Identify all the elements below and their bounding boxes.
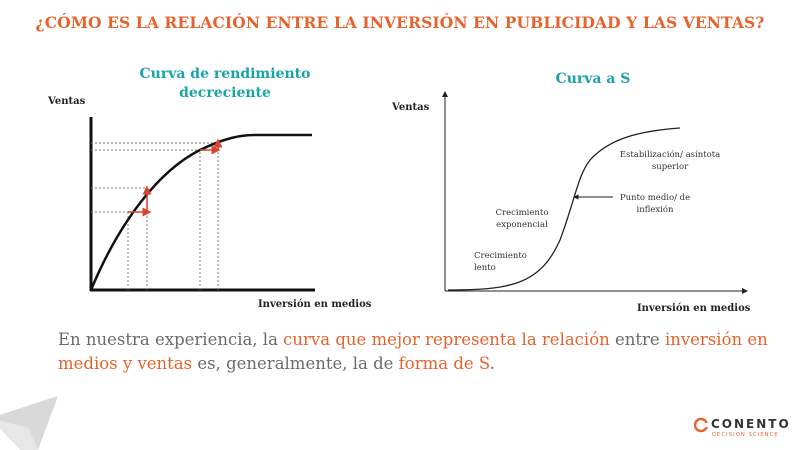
s-curve-chart: Curva a S Ventas Inversión en medios Est… xyxy=(391,71,751,314)
logo-tagline: DECISION SCIENCE xyxy=(712,432,779,438)
annot-exponential-2: exponencial xyxy=(496,220,548,230)
annot-slow-2: lento xyxy=(474,263,496,273)
body-highlight-2: inversión en medios y ventas xyxy=(58,330,768,373)
logo-ring-icon xyxy=(693,417,709,433)
body-text-1: En nuestra experiencia, la xyxy=(58,330,284,349)
left-x-axis-label: Inversión en medios xyxy=(258,299,372,310)
body-text-2: entre xyxy=(609,330,665,349)
watermark-arrow-icon xyxy=(0,396,58,450)
annot-exponential-1: Crecimiento xyxy=(496,208,549,218)
slide-title: ¿CÓMO ES LA RELACIÓN ENTRE LA INVERSIÓN … xyxy=(35,13,765,32)
annot-midpoint-1: Punto medio/ de xyxy=(620,193,690,203)
diminishing-returns-chart: Curva de rendimiento decreciente Ventas … xyxy=(47,66,372,310)
annot-stabilization-2: superior xyxy=(652,162,689,172)
annot-stabilization-1: Estabilización/ asíntota xyxy=(620,149,720,160)
conento-logo: CONENTO DECISION SCIENCE xyxy=(693,416,793,446)
body-highlight-3: forma de S xyxy=(398,354,490,373)
diminishing-returns-curve xyxy=(89,133,312,291)
right-chart-title: Curva a S xyxy=(556,71,631,87)
left-y-axis-label: Ventas xyxy=(47,96,86,107)
body-text-4: . xyxy=(489,354,495,373)
annot-slow-1: Crecimiento xyxy=(474,251,527,261)
left-guide-lines xyxy=(91,142,219,290)
conclusion-paragraph: En nuestra experiencia, la curva que mej… xyxy=(58,328,768,376)
increment-arrows xyxy=(128,138,223,217)
left-chart-title-line2: decreciente xyxy=(179,85,271,101)
body-text-3: es, generalmente, la de xyxy=(192,354,399,373)
right-x-axis-label: Inversión en medios xyxy=(637,303,751,314)
right-y-axis-label: Ventas xyxy=(391,102,430,113)
logo-wordmark: CONENTO xyxy=(711,417,791,431)
annot-midpoint-2: inflexión xyxy=(637,204,675,215)
left-chart-title-line1: Curva de rendimiento xyxy=(140,66,311,82)
body-highlight-1: curva que mejor representa la relación xyxy=(283,330,610,349)
